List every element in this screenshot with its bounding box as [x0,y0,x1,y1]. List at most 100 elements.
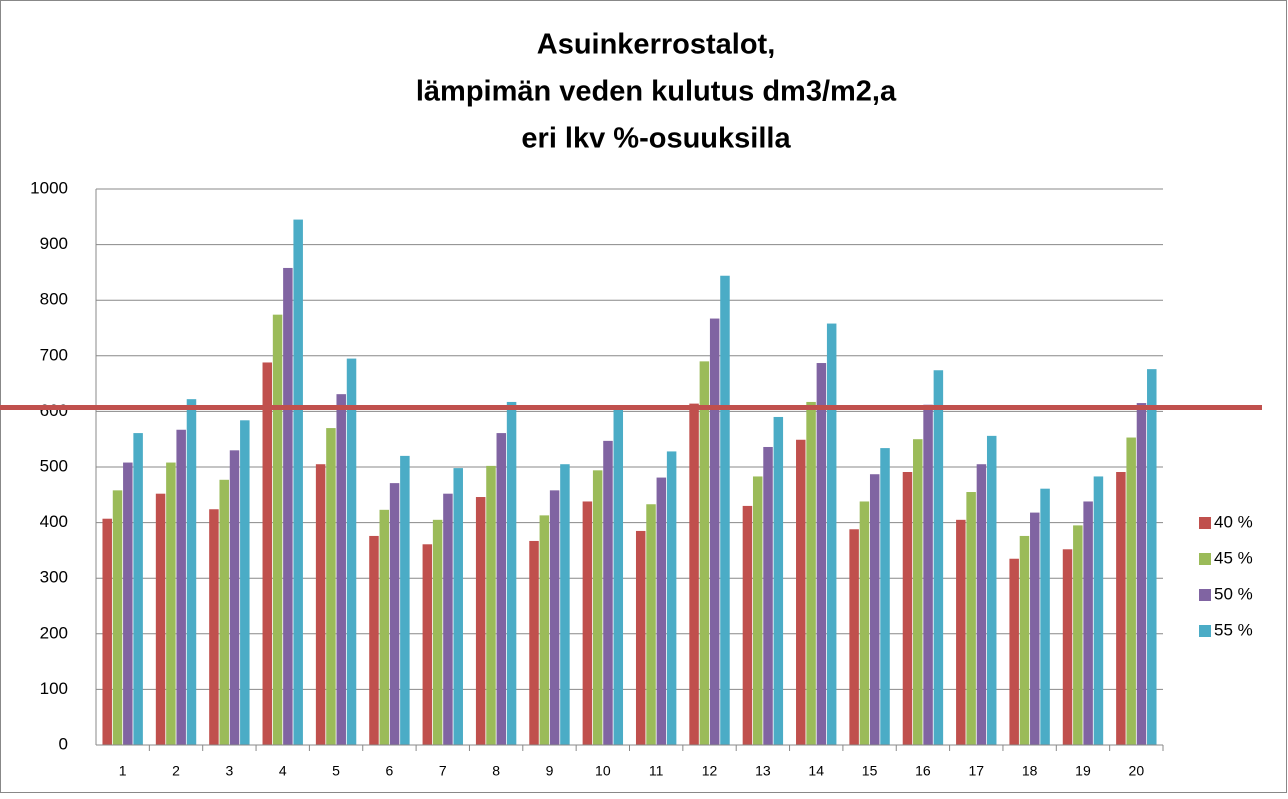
x-tick-label: 4 [279,763,287,779]
bar [613,408,624,745]
bar [816,363,827,745]
bar [1116,472,1126,745]
y-tick-label: 200 [40,623,68,642]
bar [186,399,197,745]
bar [432,519,443,745]
bar [773,416,784,745]
bar [666,451,677,745]
x-tick-label: 8 [492,763,500,779]
bar [389,483,400,745]
bar [506,401,517,745]
bar [315,464,326,745]
bar [986,435,997,745]
legend-swatch [1199,589,1211,601]
bar [592,470,603,745]
bar [293,219,303,745]
bar [379,509,390,745]
bar [229,450,240,745]
bar [689,403,699,745]
bar [346,358,357,745]
bar [582,501,593,745]
x-tick-label: 2 [172,763,180,779]
bar [155,493,166,745]
bar [123,462,133,745]
x-tick-label: 11 [649,763,664,779]
bar [262,362,273,745]
legend-label: 40 % [1214,512,1253,531]
x-tick-label: 18 [1022,763,1038,779]
bar [326,428,336,745]
chart-title: eri lkv %-osuuksilla [521,123,791,155]
bar [422,544,433,745]
bar [209,509,219,745]
bar [1083,501,1093,745]
x-tick-label: 1 [119,763,127,779]
y-tick-label: 300 [40,568,68,587]
bar [656,477,667,745]
bar [1126,437,1136,745]
bar [1040,488,1050,745]
x-tick-label: 15 [862,763,878,779]
bar [1009,558,1019,745]
bar [369,535,379,745]
bar [475,497,486,745]
legend-label: 45 % [1214,548,1253,567]
bar [966,492,976,745]
bar [539,515,550,745]
bar [635,530,646,745]
bar [1073,525,1083,745]
legend-label: 55 % [1214,620,1253,639]
bar [752,476,763,745]
bar [560,464,570,745]
y-tick-label: 600 [40,401,68,420]
bar [933,370,944,745]
x-tick-label: 3 [225,763,233,779]
bar [796,439,806,745]
bar [1147,369,1157,745]
bar [219,479,229,745]
x-tick-label: 10 [595,763,611,779]
bar [1062,549,1073,745]
bar [720,275,730,745]
legend-swatch [1199,517,1211,529]
bar [806,401,816,745]
y-tick-label: 800 [40,290,68,309]
chart-title: lämpimän veden kulutus dm3/m2,a [416,76,897,108]
bar [902,472,913,745]
bar [976,464,987,745]
y-tick-label: 0 [59,734,68,753]
bar [923,404,933,745]
bar [529,540,539,745]
bar [913,439,923,745]
bar [849,529,859,745]
bar [709,318,720,745]
bar [486,465,496,745]
bar [956,519,966,745]
x-tick-label: 5 [332,763,340,779]
y-tick-label: 700 [40,345,68,364]
bar [166,462,176,745]
bar [112,490,123,745]
x-tick-label: 9 [546,763,554,779]
bar [102,518,112,745]
bar [859,501,870,745]
legend-label: 50 % [1214,584,1253,603]
x-tick-label: 14 [808,763,824,779]
legend-swatch [1199,625,1211,637]
x-tick-label: 16 [915,763,931,779]
chart-title: Asuinkerrostalot, [537,29,776,61]
x-tick-label: 7 [439,763,447,779]
x-tick-label: 13 [755,763,771,779]
bar [336,394,346,745]
bar [272,314,283,745]
bar [1093,476,1104,745]
y-tick-label: 400 [40,512,68,531]
x-tick-label: 20 [1129,763,1145,779]
bar [240,420,250,745]
bar [443,493,453,745]
bar [869,474,880,745]
x-tick-label: 12 [702,763,718,779]
bar [1030,512,1040,745]
y-tick-label: 500 [40,456,68,475]
